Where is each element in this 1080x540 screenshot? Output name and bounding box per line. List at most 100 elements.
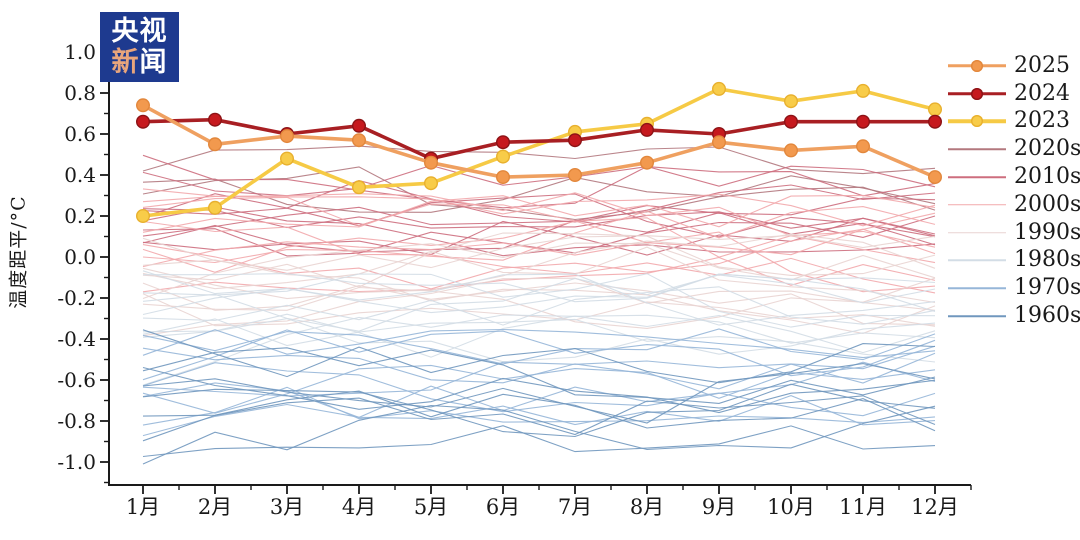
decade-line-1990s [142, 234, 936, 271]
logo-char-wen: 闻 [139, 47, 168, 77]
data-point-2023-2月 [207, 200, 222, 215]
legend-marker-dot [971, 115, 983, 128]
legend-label: 1980s [1014, 247, 1080, 273]
legend-label: 2024 [1014, 80, 1070, 106]
decade-line-1980s [142, 318, 936, 363]
decade-line-1980s [142, 318, 936, 363]
data-point-2024-11月 [856, 114, 871, 129]
x-tick-label-5月: 5月 [414, 495, 448, 519]
cctv-news-logo: 央视 新闻 [100, 12, 179, 82]
legend-label: 1990s [1014, 219, 1080, 245]
decade-line-2010s [142, 212, 936, 253]
legend-item-2025: 2025 [948, 52, 1080, 80]
decade-line-1960s [142, 347, 936, 404]
decade-line-1980s [142, 314, 936, 386]
y-tick-label--0.4: -0.4 [57, 327, 96, 351]
data-point-2023-3月 [280, 151, 295, 166]
data-point-2025-11月 [856, 139, 871, 154]
data-point-2024-1月 [135, 114, 150, 129]
legend-label: 1960s [1014, 303, 1080, 329]
decade-line-1960s [142, 366, 936, 414]
data-point-2024-8月 [640, 122, 655, 137]
y-tick-label-0.2: 0.2 [64, 204, 96, 228]
decade-line-1970s [142, 361, 936, 413]
legend-line-sample [948, 287, 1006, 290]
x-tick-label-8月: 8月 [630, 495, 664, 519]
data-point-2025-1月 [135, 98, 150, 113]
legend-marker-dot [971, 87, 983, 100]
decade-line-2010s [142, 180, 936, 223]
legend-swatch-2024 [948, 86, 1006, 102]
decade-line-2000s [142, 196, 936, 256]
decade-line-1970s [142, 395, 936, 437]
decade-line-2010s [142, 208, 936, 237]
y-tick-label-0.4: 0.4 [64, 163, 96, 187]
logo-line1: 央视 [111, 15, 168, 46]
data-point-2025-7月 [568, 167, 583, 182]
decade-line-1960s [142, 329, 936, 384]
legend-label: 2020s [1014, 136, 1080, 162]
data-point-2024-10月 [784, 114, 799, 129]
legend-label: 2023 [1014, 108, 1070, 134]
data-point-2025-4月 [352, 133, 367, 148]
decade-line-2020s [142, 145, 936, 175]
data-point-2025-5月 [424, 155, 439, 170]
data-point-2025-12月 [928, 170, 943, 185]
data-point-2024-2月 [207, 112, 222, 127]
decade-line-1990s [142, 277, 936, 337]
data-point-2025-10月 [784, 143, 799, 158]
decade-line-1980s [142, 313, 936, 358]
y-tick-label--1.0: -1.0 [57, 450, 96, 474]
decade-line-1960s [142, 425, 936, 458]
y-tick-label-0.0: 0.0 [64, 245, 96, 269]
legend-label: 2010s [1014, 164, 1080, 190]
decade-line-1970s [142, 328, 936, 359]
x-tick-label-3月: 3月 [270, 495, 304, 519]
data-point-2024-4月 [352, 118, 367, 133]
data-point-2023-12月 [928, 102, 943, 117]
decade-line-1980s [142, 270, 936, 314]
decade-line-2000s [142, 194, 936, 233]
y-tick-label--0.6: -0.6 [57, 368, 96, 392]
logo-line2: 新闻 [112, 47, 168, 78]
series-line-2025 [142, 103, 936, 179]
series-line-2024 [142, 117, 935, 161]
decade-line-2010s [142, 164, 936, 197]
legend-item-2010s: 2010s [948, 163, 1080, 191]
series-line-2023 [142, 87, 936, 218]
legend-swatch-2010s [948, 169, 1006, 185]
decade-line-2020s [142, 166, 936, 221]
legend-item-2020s: 2020s [948, 135, 1080, 163]
legend-swatch-2023 [948, 113, 1006, 129]
y-axis-title: 温度距平/°C [7, 195, 30, 309]
y-tick-label-0.6: 0.6 [64, 122, 96, 146]
legend-swatch-2025 [948, 58, 1006, 74]
x-tick-label-6月: 6月 [486, 495, 520, 519]
decade-line-2000s [142, 192, 936, 264]
decade-line-2000s [142, 188, 936, 227]
decade-line-2010s [142, 193, 936, 238]
chart-legend: 2025 2024 2023 2020s 2010s 2000s 1990s 1980s 197… [948, 52, 1080, 330]
data-point-2023-1月 [135, 208, 150, 223]
data-point-2023-5月 [424, 176, 439, 191]
legend-item-1970s: 1970s [948, 274, 1080, 302]
decade-line-2000s [142, 206, 936, 264]
decade-line-1970s [142, 328, 936, 365]
x-tick-label-1月: 1月 [126, 495, 160, 519]
decade-line-1960s [142, 395, 936, 442]
legend-item-1990s: 1990s [948, 219, 1080, 247]
decade-line-1970s [142, 345, 936, 397]
data-point-2023-4月 [352, 180, 367, 195]
legend-line-sample [948, 259, 1006, 262]
decade-line-2000s [142, 228, 936, 290]
logo-char-xin: 新 [111, 47, 140, 77]
data-point-2024-12月 [928, 114, 943, 129]
legend-swatch-1990s [948, 225, 1006, 241]
decade-line-1970s [142, 386, 936, 426]
data-point-2025-2月 [207, 137, 222, 152]
legend-swatch-1980s [948, 252, 1006, 268]
legend-label: 2000s [1014, 191, 1080, 217]
data-point-2024-7月 [568, 133, 583, 148]
data-point-2023-6月 [496, 149, 511, 164]
decade-line-1980s [143, 273, 936, 303]
